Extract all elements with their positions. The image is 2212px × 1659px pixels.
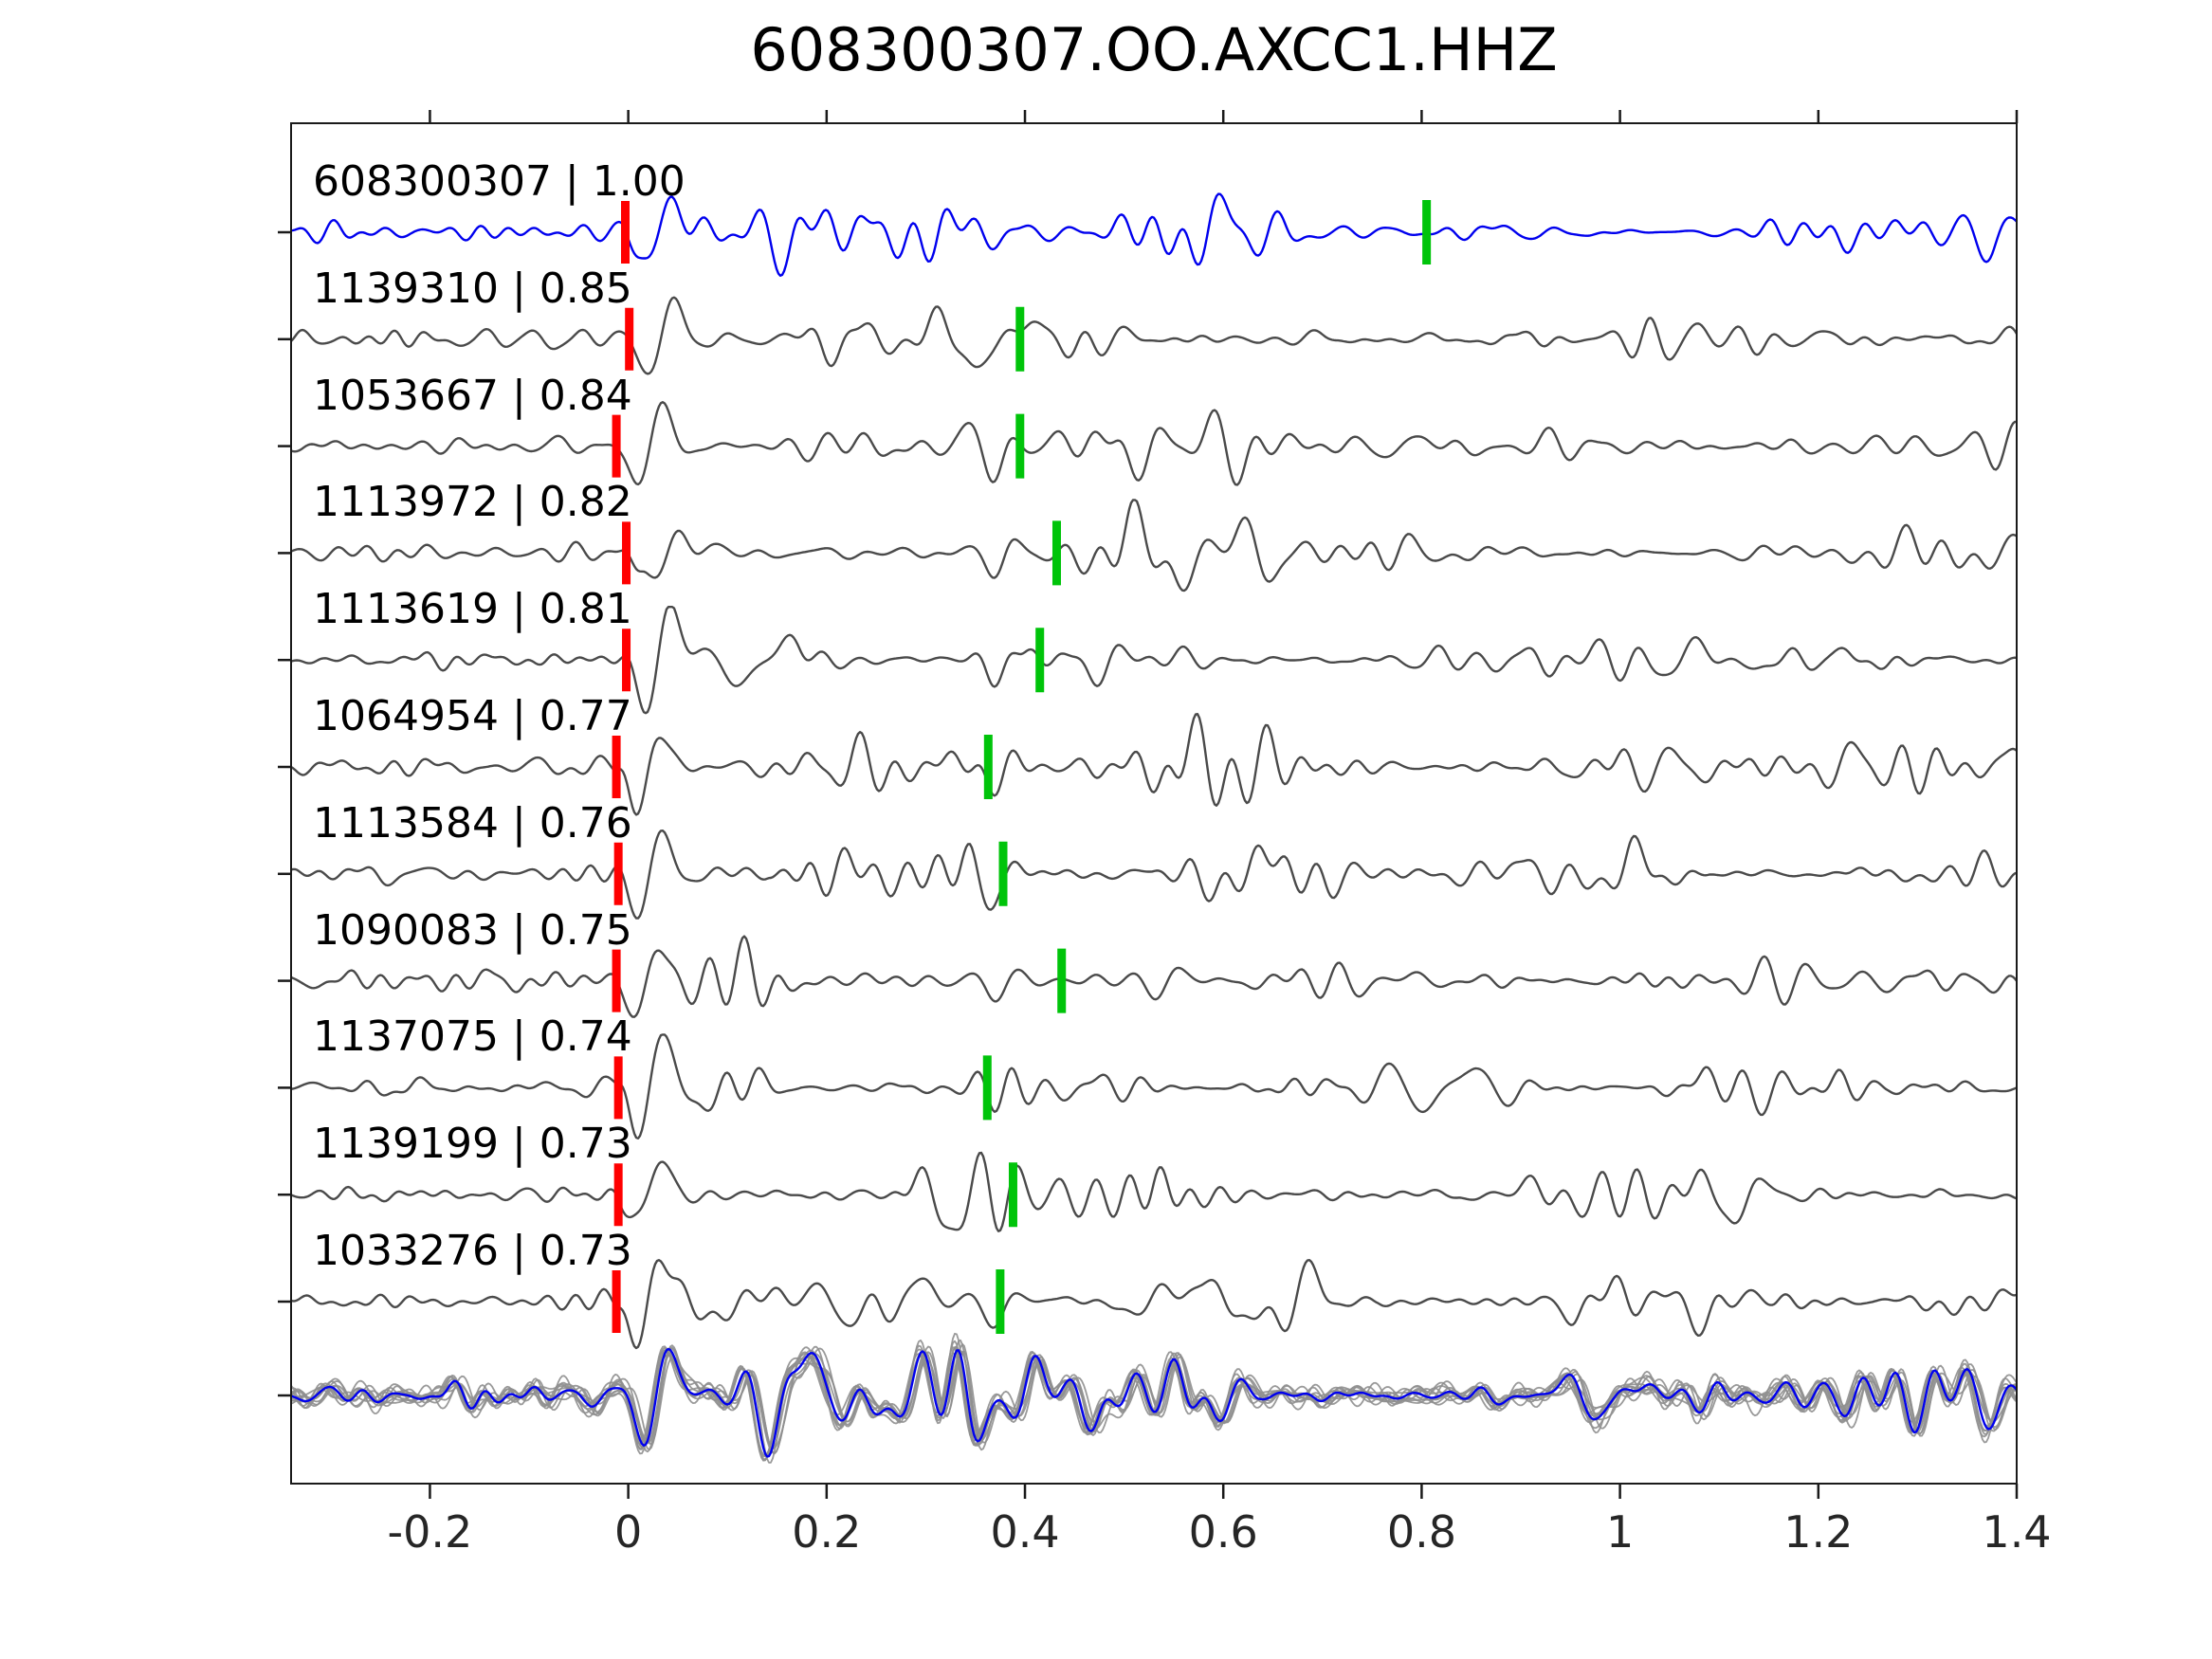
waveforms-group	[291, 192, 2017, 1464]
matched-waveform	[291, 401, 2017, 486]
trace-label: 1033276 | 0.73	[313, 1227, 632, 1275]
matched-waveform	[291, 830, 2017, 920]
overlay-template-waveform	[291, 1347, 2017, 1458]
matched-waveform	[291, 1151, 2017, 1232]
trace-label: 1090083 | 0.75	[313, 905, 632, 955]
trace-label: 1139199 | 0.73	[313, 1120, 632, 1169]
matched-waveform	[291, 1033, 2017, 1139]
overlay-waveform	[291, 1339, 2017, 1464]
trace-label: 1137075 | 0.74	[313, 1012, 632, 1062]
x-tick-label: 1	[1605, 1506, 1635, 1558]
x-tick-label: 0	[613, 1506, 643, 1558]
matched-waveform	[291, 713, 2017, 816]
x-tick-label: 0.4	[990, 1506, 1060, 1558]
x-tick-label: 1.4	[1982, 1506, 2052, 1558]
trace-label: 1064954 | 0.77	[313, 692, 632, 740]
x-tick-label: 0.6	[1188, 1506, 1258, 1558]
trace-label: 1053667 | 0.84	[313, 371, 632, 420]
x-tick-label: 1.2	[1783, 1506, 1854, 1558]
matched-waveform	[291, 606, 2017, 715]
trace-label: 1139310 | 0.85	[313, 264, 632, 313]
template-waveform	[291, 192, 2017, 277]
axes-frame	[290, 122, 2018, 1485]
trace-label: 1113619 | 0.81	[313, 585, 632, 634]
chart-title: 608300307.OO.AXCC1.HHZ	[750, 15, 1558, 84]
trace-label: 608300307 | 1.00	[313, 157, 686, 206]
matched-waveform	[291, 296, 2017, 375]
matched-waveform	[291, 1259, 2017, 1350]
x-tick-label: -0.2	[387, 1506, 473, 1558]
overlay-waveform	[291, 1340, 2017, 1462]
matched-waveform	[291, 935, 2017, 1018]
x-tick-label: 0.2	[792, 1506, 862, 1558]
trace-label: 1113972 | 0.82	[313, 478, 632, 527]
matched-waveform	[291, 499, 2017, 592]
x-tick-label: 0.8	[1386, 1506, 1456, 1558]
trace-label: 1113584 | 0.76	[313, 798, 632, 848]
